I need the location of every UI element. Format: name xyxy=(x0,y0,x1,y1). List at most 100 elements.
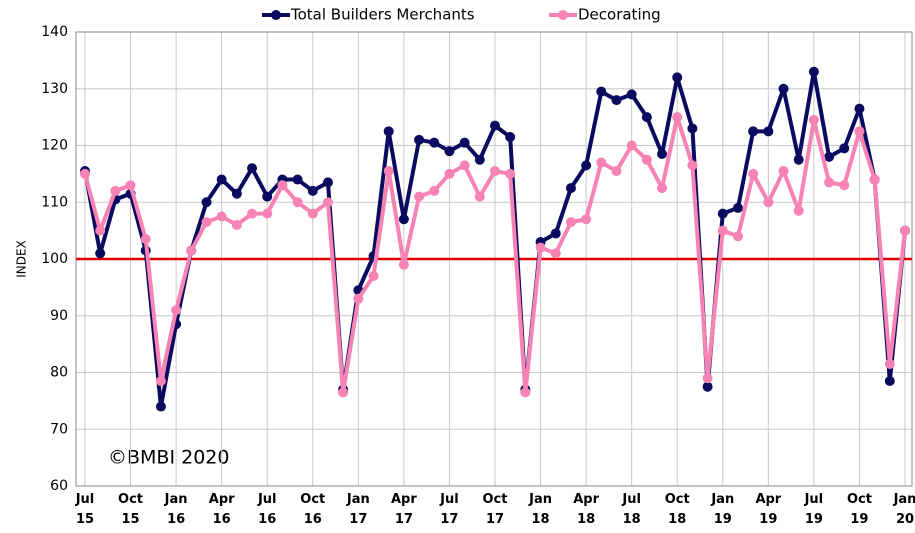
point xyxy=(687,123,698,134)
x-tick-label: Oct 17 xyxy=(482,492,508,527)
x-tick-label: Jul 16 xyxy=(257,492,277,527)
point xyxy=(307,208,318,219)
point xyxy=(778,166,789,177)
point xyxy=(277,180,288,191)
point xyxy=(505,168,516,179)
x-tick-label: Apr 16 xyxy=(208,492,235,527)
point xyxy=(292,174,303,185)
point xyxy=(95,225,106,236)
point xyxy=(550,248,561,259)
x-tick-label: Oct 16 xyxy=(300,492,326,527)
point xyxy=(824,177,835,188)
point xyxy=(231,219,242,230)
point xyxy=(641,112,652,123)
point xyxy=(763,126,774,137)
point xyxy=(247,163,258,174)
point xyxy=(444,146,455,157)
point xyxy=(596,86,607,97)
point xyxy=(839,180,850,191)
x-tick-label: Jul 19 xyxy=(804,492,824,527)
point xyxy=(80,168,90,179)
point xyxy=(429,137,440,148)
y-tick-label: 110 xyxy=(41,194,68,210)
point xyxy=(292,197,303,208)
point xyxy=(884,358,895,369)
point xyxy=(581,160,592,171)
point xyxy=(247,208,258,219)
point xyxy=(201,197,212,208)
point xyxy=(414,191,425,202)
x-tick-label: Jan 17 xyxy=(346,492,370,527)
x-tick-label: Apr 17 xyxy=(390,492,417,527)
point xyxy=(550,228,561,239)
point xyxy=(854,126,865,137)
point xyxy=(353,293,364,304)
point xyxy=(322,197,333,208)
point xyxy=(611,95,622,106)
x-tick-label: Oct 15 xyxy=(118,492,144,527)
point xyxy=(748,126,759,137)
y-tick-label: 80 xyxy=(50,365,68,381)
point xyxy=(520,387,531,398)
point xyxy=(429,185,440,196)
x-tick-label: Oct 19 xyxy=(846,492,872,527)
x-tick-label: Apr 19 xyxy=(755,492,782,527)
point xyxy=(657,183,668,194)
x-tick-label: Jan 18 xyxy=(529,492,552,527)
point xyxy=(490,166,500,177)
x-tick-label: Apr 18 xyxy=(573,492,599,527)
point xyxy=(201,217,212,228)
point xyxy=(155,401,166,412)
point xyxy=(490,120,500,131)
x-tick-label: Oct 18 xyxy=(664,492,690,527)
point xyxy=(702,381,713,392)
point xyxy=(793,154,804,165)
point xyxy=(565,183,576,194)
x-tick-label: Jul 15 xyxy=(75,492,95,527)
point xyxy=(808,66,819,77)
point xyxy=(854,103,865,114)
point xyxy=(884,376,895,387)
legend-label: Total Builders Merchants xyxy=(290,6,475,24)
point xyxy=(398,214,409,225)
point xyxy=(808,114,819,125)
point xyxy=(657,149,668,160)
point xyxy=(565,217,576,228)
point xyxy=(216,211,227,222)
point xyxy=(869,174,880,185)
point xyxy=(95,248,106,259)
y-tick-label: 100 xyxy=(41,251,68,267)
point xyxy=(748,168,759,179)
point xyxy=(596,157,607,168)
point xyxy=(171,305,182,316)
point xyxy=(231,188,242,199)
point xyxy=(338,387,349,398)
point xyxy=(732,202,743,213)
y-tick-label: 60 xyxy=(50,478,68,494)
point xyxy=(186,245,197,256)
point xyxy=(383,166,394,177)
y-tick-label: 70 xyxy=(50,421,68,437)
point xyxy=(717,208,728,219)
point xyxy=(702,373,713,384)
point xyxy=(717,225,728,236)
point xyxy=(307,185,318,196)
point xyxy=(793,205,804,216)
point xyxy=(824,151,835,162)
x-tick-label: Jul 18 xyxy=(622,492,641,527)
point xyxy=(763,197,774,208)
legend-marker xyxy=(558,10,568,20)
point xyxy=(459,160,470,171)
point xyxy=(474,191,485,202)
point xyxy=(900,225,910,236)
point xyxy=(155,376,166,387)
x-tick-label: Jan 19 xyxy=(711,492,735,527)
y-tick-label: 120 xyxy=(41,138,68,154)
point xyxy=(641,154,652,165)
x-tick-label: Jan 16 xyxy=(164,492,188,527)
point xyxy=(672,72,683,83)
point xyxy=(535,242,546,253)
point xyxy=(322,177,333,188)
